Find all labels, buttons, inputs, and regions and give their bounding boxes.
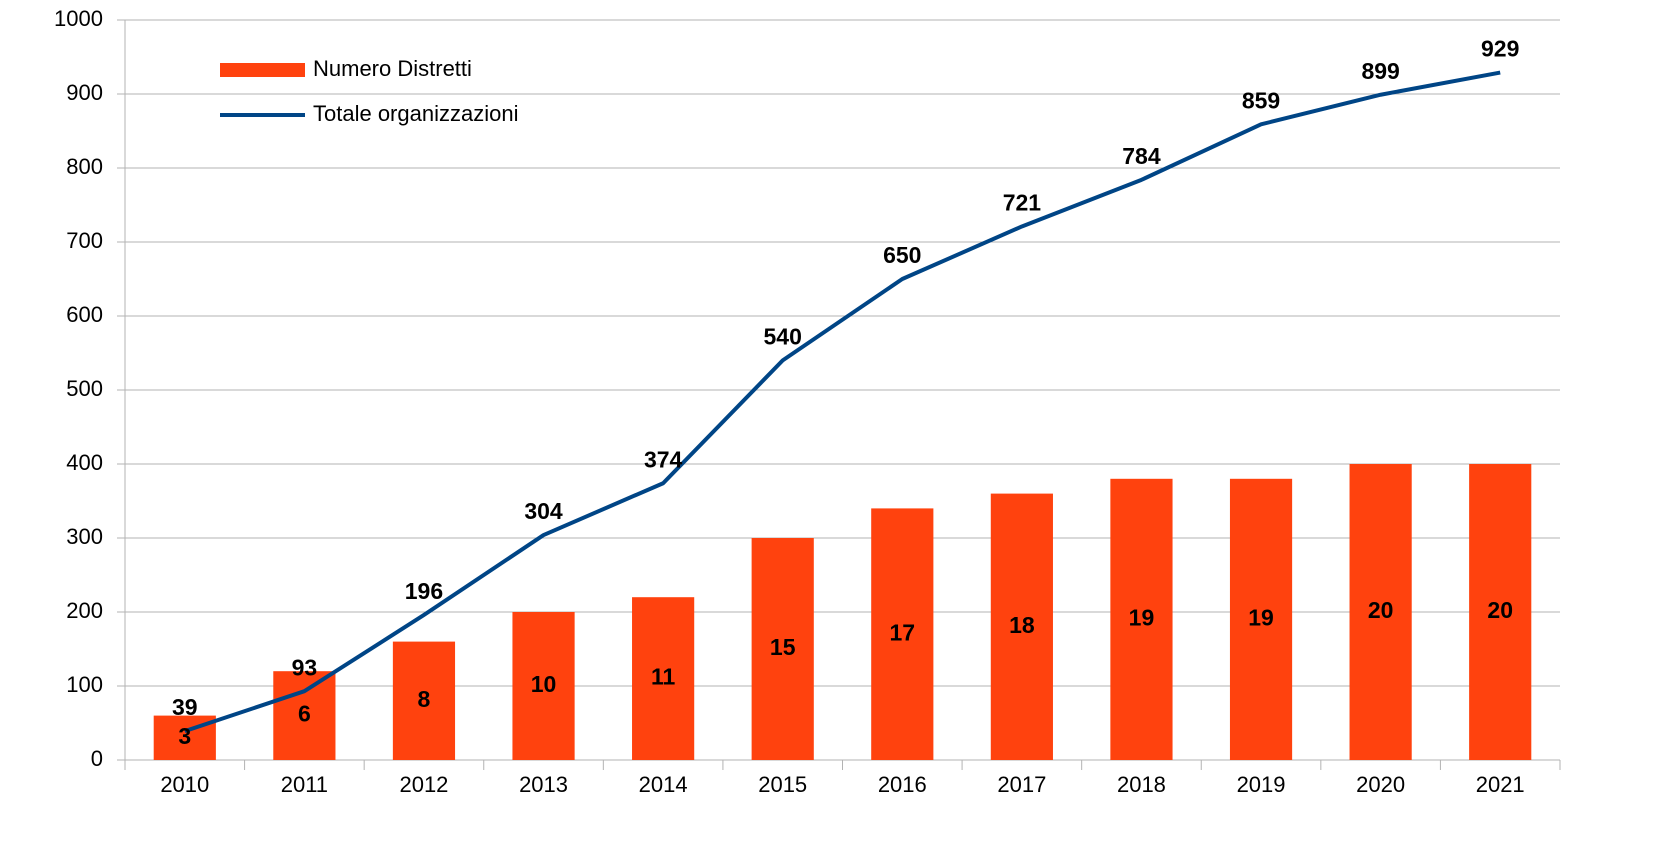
x-tick-label: 2016 [878,772,927,797]
bar [1229,478,1293,760]
data-label: 540 [764,323,802,349]
legend-swatch [220,63,305,77]
data-label: 899 [1361,58,1399,84]
x-tick-label: 2013 [519,772,568,797]
data-label: 721 [1003,190,1042,216]
data-label: 19 [1129,604,1155,630]
x-tick-label: 2012 [399,772,448,797]
y-tick-label: 0 [91,746,103,771]
y-tick-label: 300 [66,524,103,549]
data-label: 650 [883,242,921,268]
bar [1349,464,1412,760]
x-tick-label: 2011 [281,772,328,797]
data-label: 20 [1368,597,1394,623]
y-tick-label: 400 [66,450,103,475]
y-tick-label: 500 [66,376,103,401]
data-label: 929 [1481,36,1519,62]
y-tick-label: 600 [66,302,103,327]
y-tick-label: 1000 [54,6,103,31]
bar [1469,464,1532,760]
bar [871,508,934,760]
data-label: 20 [1487,597,1513,623]
y-tick-label: 200 [66,598,103,623]
data-label: 374 [644,446,683,472]
data-label: 3 [178,723,191,749]
bar [632,597,695,760]
data-label: 19 [1248,604,1274,630]
data-label: 10 [531,671,557,697]
data-label: 8 [418,686,431,712]
x-tick-label: 2014 [639,772,688,797]
y-tick-label: 100 [66,672,103,697]
x-tick-label: 2010 [160,772,209,797]
bar [1110,478,1173,760]
data-label: 6 [298,701,311,727]
data-label: 17 [889,619,915,645]
legend-label: Numero Distretti [313,56,472,81]
data-label: 18 [1009,612,1035,638]
bar [512,612,575,760]
data-label: 304 [524,498,563,524]
x-tick-label: 2020 [1356,772,1405,797]
data-label: 859 [1242,87,1280,113]
bar [273,671,336,760]
y-tick-label: 900 [66,80,103,105]
bar [392,641,456,760]
x-tick-label: 2021 [1476,772,1525,797]
data-label: 39 [172,694,198,720]
x-tick-label: 2015 [758,772,807,797]
data-label: 15 [770,634,796,660]
line [184,70,1501,734]
data-label: 93 [292,654,318,680]
y-tick-label: 800 [66,154,103,179]
x-tick-label: 2018 [1117,772,1166,797]
x-tick-label: 2017 [997,772,1046,797]
bar [751,538,814,760]
legend-label: Totale organizzazioni [313,101,518,126]
data-label: 196 [405,578,443,604]
data-label: 784 [1122,143,1161,169]
x-tick-label: 2019 [1237,772,1286,797]
bar [990,493,1053,760]
y-tick-label: 700 [66,228,103,253]
data-label: 11 [651,664,676,690]
